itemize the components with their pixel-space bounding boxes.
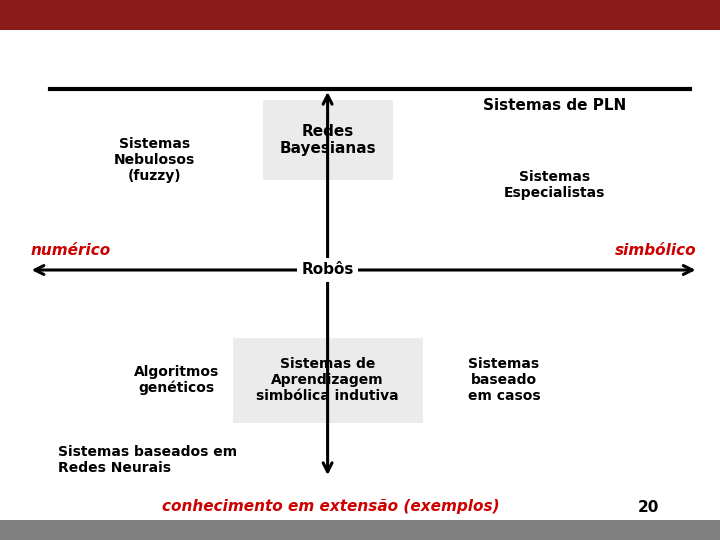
Bar xyxy=(0,30,720,80)
Text: Sistemas baseados em
Redes Neurais: Sistemas baseados em Redes Neurais xyxy=(58,445,237,475)
Text: Sistemas de PLN: Sistemas de PLN xyxy=(483,98,626,112)
Text: Algoritmos
genéticos: Algoritmos genéticos xyxy=(134,364,219,395)
Text: Sistemas
Especialistas: Sistemas Especialistas xyxy=(504,170,605,200)
Bar xyxy=(263,100,392,180)
Text: Sistemas
Nebulosos
(fuzzy): Sistemas Nebulosos (fuzzy) xyxy=(114,137,195,183)
Text: Sistemas de
Aprendizagem
simbólica indutiva: Sistemas de Aprendizagem simbólica indut… xyxy=(256,357,399,403)
Bar xyxy=(0,520,720,540)
Bar xyxy=(0,0,720,30)
Text: simbólico: simbólico xyxy=(615,243,696,258)
Text: numérico: numérico xyxy=(31,243,111,258)
Text: conhecimento em extensão (exemplos): conhecimento em extensão (exemplos) xyxy=(163,500,500,515)
Text: Redes
Bayesianas: Redes Bayesianas xyxy=(279,124,376,156)
Text: conhecimento em intenção (regras): conhecimento em intenção (regras) xyxy=(192,53,528,71)
Text: 20: 20 xyxy=(637,500,659,515)
Text: Sistemas
baseado
em casos: Sistemas baseado em casos xyxy=(468,357,540,403)
Text: Robôs: Robôs xyxy=(302,262,354,278)
Bar xyxy=(233,338,423,422)
